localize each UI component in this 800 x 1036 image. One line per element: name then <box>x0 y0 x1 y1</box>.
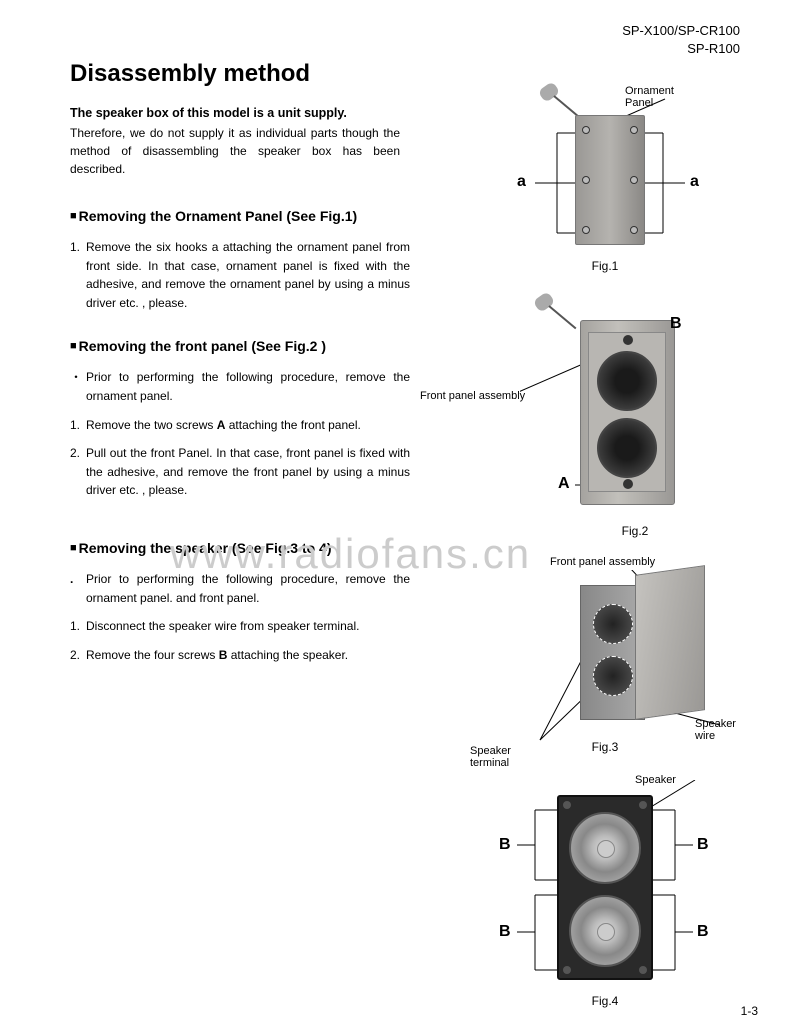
intro-text: Therefore, we do not supply it as indivi… <box>70 124 400 178</box>
fig3-sw-label: Speaker wire <box>695 718 750 742</box>
step: ・ Prior to performing the following proc… <box>70 368 410 405</box>
fig1-label-a-right: a <box>690 173 699 191</box>
fig3-fp-label: Front panel assembly <box>550 556 655 568</box>
open-panel-icon <box>635 565 705 720</box>
fig3-st-label: Speaker terminal <box>470 745 530 769</box>
fig4-B-bl: B <box>499 923 511 941</box>
page-number: 1-3 <box>741 1004 758 1018</box>
step: 2. Remove the four screws B attaching th… <box>70 646 410 665</box>
section1-steps: 1. Remove the six hooks a attaching the … <box>70 238 410 312</box>
model-line2: SP-R100 <box>622 40 740 58</box>
fig4-caption: Fig.4 <box>460 994 750 1008</box>
fig1-label-a-left: a <box>517 173 526 191</box>
intro-bold: The speaker box of this model is a unit … <box>70 106 420 120</box>
fig2-label-A: A <box>558 475 570 493</box>
step: 1. Disconnect the speaker wire from spea… <box>70 617 410 636</box>
back-frame-icon <box>557 795 653 980</box>
figure-1: Ornament Panel <box>460 85 750 273</box>
figure-3: Front panel assembly Speaker terminal Sp… <box>460 570 750 754</box>
model-line1: SP-X100/SP-CR100 <box>622 22 740 40</box>
fig4-B-tr: B <box>697 836 709 854</box>
fig2-caption: Fig.2 <box>520 524 750 538</box>
figure-2: Front panel assembly B A Fig.2 <box>460 290 750 538</box>
header-model: SP-X100/SP-CR100 SP-R100 <box>622 22 740 58</box>
fig2-fp-label: Front panel assembly <box>420 390 525 402</box>
fig1-caption: Fig.1 <box>460 259 750 273</box>
page-title: Disassembly method <box>70 60 420 88</box>
fig2-label-B: B <box>670 315 682 333</box>
step: . Prior to performing the following proc… <box>70 570 410 607</box>
section2-steps: ・ Prior to performing the following proc… <box>70 368 410 500</box>
section3-title: Removing the speaker (See Fig.3 to 4) <box>70 540 420 556</box>
section1-title: Removing the Ornament Panel (See Fig.1) <box>70 208 420 224</box>
fig4-B-br: B <box>697 923 709 941</box>
section2-title: Removing the front panel (See Fig.2 ) <box>70 338 420 354</box>
screwdriver-icon <box>535 295 580 330</box>
speaker-body-icon <box>575 115 645 245</box>
page: SP-X100/SP-CR100 SP-R100 www.radiofans.c… <box>0 0 800 1036</box>
figure-4: Speaker <box>460 780 750 1008</box>
left-column: Disassembly method The speaker box of th… <box>70 60 420 664</box>
fig4-B-tl: B <box>499 836 511 854</box>
section3-steps: . Prior to performing the following proc… <box>70 570 410 664</box>
fig1-ornament-label: Ornament Panel <box>625 85 695 109</box>
step: 2. Pull out the front Panel. In that cas… <box>70 444 410 500</box>
front-plate-icon <box>588 332 666 492</box>
step: 1. Remove the six hooks a attaching the … <box>70 238 410 312</box>
step: 1. Remove the two screws A attaching the… <box>70 416 410 435</box>
